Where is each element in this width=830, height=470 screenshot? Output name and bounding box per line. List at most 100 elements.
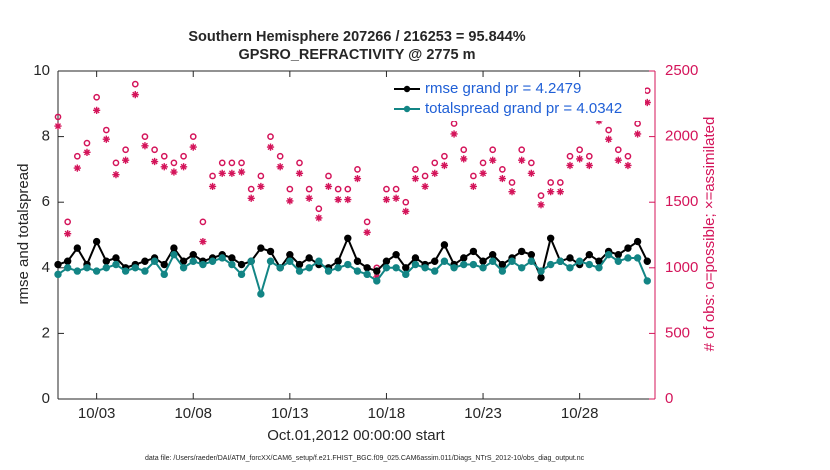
- point-possible: [257, 172, 265, 180]
- chart-subtitle: GPSRO_REFRACTIVITY @ 2775 m: [238, 47, 475, 63]
- point-assimilated: [131, 91, 139, 99]
- legend-label: rmse grand pr = 4.2479: [425, 80, 581, 97]
- point-possible: [566, 152, 574, 160]
- legend-label: totalspread grand pr = 4.0342: [425, 100, 622, 117]
- point-possible: [412, 166, 419, 173]
- point-assimilated: [363, 228, 371, 236]
- point-possible: [402, 198, 410, 206]
- point: [633, 254, 642, 262]
- point-assimilated: [64, 230, 72, 238]
- point-assimilated: [508, 188, 516, 196]
- point: [237, 260, 246, 269]
- point-possible: [527, 159, 535, 167]
- point-assimilated: [479, 169, 487, 177]
- point-possible: [151, 146, 158, 154]
- point: [517, 264, 526, 272]
- point-assimilated: [460, 155, 468, 163]
- point-possible: [624, 152, 632, 160]
- point: [402, 264, 410, 272]
- y2-tick-label: 2000: [665, 128, 698, 145]
- point: [498, 260, 507, 269]
- point-possible: [199, 218, 207, 226]
- point: [469, 260, 478, 269]
- point-possible: [460, 146, 468, 154]
- point: [363, 270, 371, 279]
- point: [131, 264, 139, 272]
- point-possible: [315, 205, 323, 213]
- point: [440, 257, 449, 265]
- point-assimilated: [634, 130, 642, 138]
- point-possible: [547, 179, 555, 186]
- point-assimilated: [286, 197, 294, 205]
- point: [295, 260, 304, 269]
- point-possible: [421, 172, 429, 180]
- point: [179, 264, 188, 272]
- point-possible: [431, 159, 439, 167]
- x-tick-label: 10/23: [464, 405, 502, 422]
- point: [546, 234, 555, 242]
- point: [382, 257, 391, 265]
- point: [537, 267, 545, 275]
- point: [305, 264, 313, 272]
- point-assimilated: [199, 237, 207, 246]
- point-assimilated: [295, 169, 304, 177]
- point: [595, 264, 603, 272]
- point-assimilated: [189, 143, 197, 151]
- point-assimilated: [266, 143, 275, 151]
- point: [170, 250, 178, 259]
- point: [469, 247, 478, 256]
- point-assimilated: [160, 163, 168, 171]
- point: [440, 241, 449, 249]
- x-tick-label: 10/18: [368, 405, 406, 422]
- point-possible: [305, 185, 313, 193]
- x-tick-label: 10/03: [78, 405, 116, 422]
- point-assimilated: [537, 201, 545, 209]
- point-possible: [325, 172, 332, 180]
- point: [373, 277, 381, 285]
- point: [247, 257, 255, 265]
- y-tick-label: 0: [42, 390, 50, 407]
- point-assimilated: [257, 182, 265, 191]
- y-tick-label: 2: [42, 324, 50, 341]
- point: [479, 264, 487, 272]
- point-possible: [556, 179, 564, 186]
- point-possible: [267, 133, 274, 140]
- point-possible: [228, 159, 236, 167]
- point-possible: [392, 185, 400, 193]
- point: [460, 260, 468, 269]
- point-assimilated: [556, 188, 564, 196]
- point: [160, 270, 168, 279]
- point: [170, 244, 178, 252]
- point: [63, 264, 72, 272]
- point-assimilated: [431, 169, 439, 177]
- point: [353, 267, 362, 275]
- point-possible: [614, 146, 622, 154]
- point: [373, 267, 381, 275]
- point-assimilated: [141, 142, 149, 150]
- point-assimilated: [624, 161, 632, 170]
- point: [624, 254, 632, 262]
- point-possible: [218, 159, 226, 167]
- y-tick-label: 4: [42, 259, 50, 276]
- point: [324, 267, 333, 275]
- point: [556, 257, 565, 265]
- point-possible: [122, 146, 129, 154]
- point-assimilated: [237, 168, 246, 176]
- point-assimilated: [179, 163, 188, 171]
- point: [83, 264, 91, 272]
- point-assimilated: [228, 169, 236, 177]
- chart-title: Southern Hemisphere 207266 / 216253 = 95…: [188, 29, 525, 45]
- plot-area: [58, 71, 655, 399]
- point: [228, 260, 236, 269]
- y-tick-label: 8: [42, 128, 50, 145]
- point: [257, 290, 265, 298]
- point: [411, 254, 420, 262]
- x-axis-label: Oct.01,2012 00:00:00 start: [267, 427, 445, 444]
- point-assimilated: [402, 207, 410, 215]
- point: [604, 250, 613, 259]
- point: [392, 264, 400, 272]
- point-assimilated: [315, 214, 323, 222]
- point: [421, 264, 429, 272]
- point: [54, 270, 62, 279]
- point-assimilated: [566, 161, 574, 170]
